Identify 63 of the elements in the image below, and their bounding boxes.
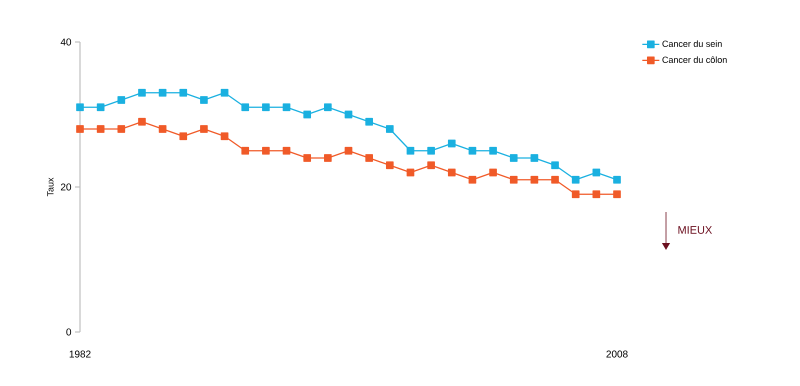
point: [117, 96, 126, 104]
point: [324, 103, 332, 112]
point: [158, 88, 166, 97]
point: [365, 118, 373, 126]
point: [96, 125, 104, 133]
x-tick-label: 1982: [70, 350, 91, 358]
point: [241, 103, 250, 112]
point: [592, 190, 600, 198]
point: [386, 125, 394, 133]
point: [344, 146, 352, 155]
point: [117, 125, 126, 133]
point: [76, 125, 84, 133]
point: [427, 161, 435, 170]
point: [365, 154, 373, 162]
point: [158, 125, 166, 133]
point: [510, 176, 518, 184]
point: [489, 146, 497, 155]
point: [613, 190, 621, 198]
point: [179, 132, 188, 140]
point: [448, 140, 456, 148]
point: [406, 146, 414, 155]
point: [572, 190, 580, 198]
point: [386, 161, 394, 170]
point: [448, 168, 456, 176]
point: [303, 154, 312, 162]
point: [551, 161, 559, 170]
point: [138, 118, 146, 126]
point: [613, 176, 621, 184]
point: [406, 168, 414, 176]
point: [303, 110, 312, 118]
text: MIEUX: [678, 226, 712, 234]
point: [468, 176, 476, 184]
point: [282, 103, 290, 112]
point: [427, 146, 435, 155]
point: [489, 168, 497, 176]
point: [220, 132, 228, 140]
point: [282, 146, 290, 155]
point: [200, 96, 208, 104]
point: [241, 146, 250, 155]
point: [324, 154, 332, 162]
point: [530, 176, 538, 184]
legend-label: Cancer du côlon: [662, 56, 727, 63]
point: [138, 88, 146, 97]
point: [551, 176, 559, 184]
point: [510, 154, 518, 162]
point: [530, 154, 538, 162]
point: [344, 110, 352, 118]
point: [96, 103, 104, 112]
legend-label: Cancer du sein: [662, 40, 722, 47]
point: [200, 125, 208, 133]
point: [220, 88, 228, 97]
point: [592, 168, 600, 176]
point: [468, 146, 476, 155]
x-tick-label: 2008: [606, 350, 628, 358]
y-tick-label: 0: [66, 328, 72, 336]
y-tick-label: 40: [60, 38, 72, 46]
point: [572, 176, 580, 184]
point: [262, 146, 270, 155]
point: [262, 103, 270, 112]
point: [76, 103, 84, 112]
y-axis-title: Taux: [47, 178, 54, 196]
y-tick-label: 20: [60, 183, 72, 191]
point: [179, 88, 188, 97]
